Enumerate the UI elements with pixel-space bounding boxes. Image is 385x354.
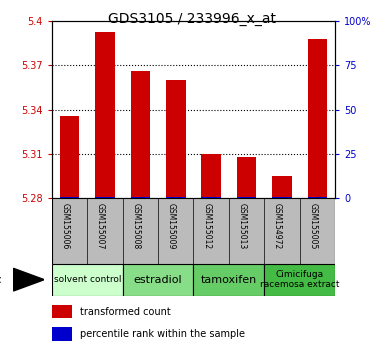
Bar	[166, 80, 186, 198]
Bar	[52, 305, 72, 319]
Bar	[193, 264, 264, 296]
Text: Cimicifuga
racemosa extract: Cimicifuga racemosa extract	[260, 270, 339, 289]
Text: GSM155009: GSM155009	[167, 204, 176, 250]
Bar	[272, 176, 291, 198]
Text: GSM155012: GSM155012	[202, 204, 211, 250]
Bar	[308, 39, 327, 198]
Text: GSM155005: GSM155005	[308, 204, 317, 250]
Bar	[201, 154, 221, 198]
Bar	[131, 72, 150, 198]
Bar	[264, 264, 335, 296]
Text: GDS3105 / 233996_x_at: GDS3105 / 233996_x_at	[109, 12, 276, 27]
Text: GSM155006: GSM155006	[61, 204, 70, 250]
Bar	[95, 32, 115, 198]
Bar	[237, 157, 256, 198]
Bar	[123, 264, 193, 296]
Text: solvent control: solvent control	[54, 275, 121, 284]
Text: GSM154972: GSM154972	[273, 204, 282, 250]
Bar	[52, 264, 123, 296]
Text: agent: agent	[0, 275, 2, 285]
Text: GSM155008: GSM155008	[131, 204, 141, 250]
Bar	[60, 116, 79, 198]
Text: estradiol: estradiol	[134, 275, 182, 285]
Polygon shape	[13, 268, 44, 291]
Text: GSM155013: GSM155013	[238, 204, 246, 250]
Text: transformed count: transformed count	[80, 307, 171, 316]
Text: tamoxifen: tamoxifen	[201, 275, 257, 285]
Bar	[52, 327, 72, 341]
Text: GSM155007: GSM155007	[96, 204, 105, 250]
Text: percentile rank within the sample: percentile rank within the sample	[80, 329, 245, 339]
